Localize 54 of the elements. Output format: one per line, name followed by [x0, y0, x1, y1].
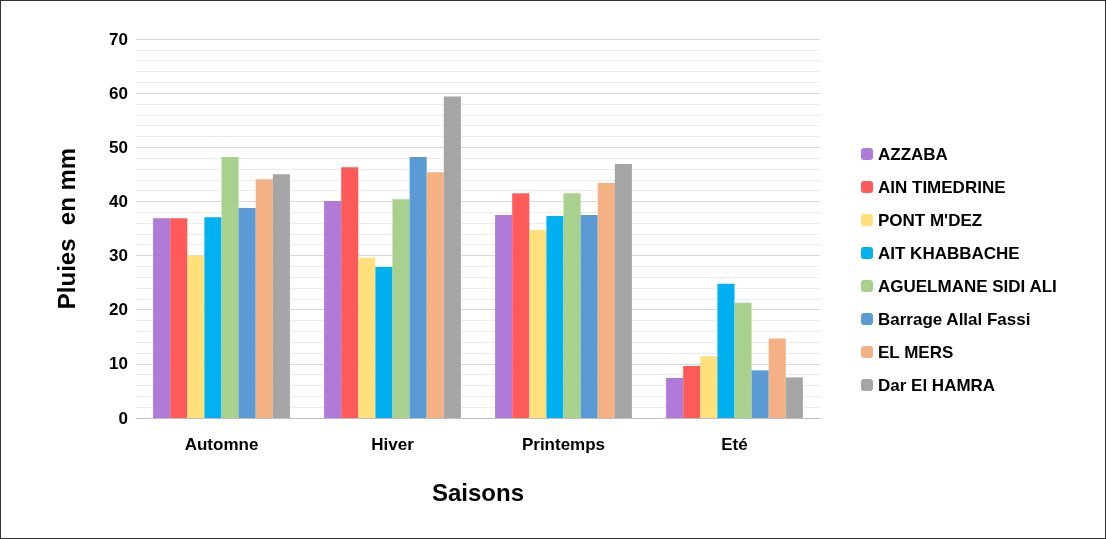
- bar: [666, 377, 684, 418]
- y-tick-label: 60: [109, 83, 128, 103]
- legend-label: PONT M'DEZ: [878, 210, 983, 230]
- y-tick-label: 50: [109, 137, 128, 157]
- bar: [597, 183, 615, 418]
- bar: [375, 266, 393, 418]
- bar: [683, 366, 701, 418]
- legend-label: Dar El HAMRA: [878, 375, 996, 395]
- bar: [546, 216, 564, 418]
- bar: [700, 356, 718, 418]
- bar: [341, 167, 359, 418]
- bar: [255, 179, 273, 418]
- bar: [170, 218, 188, 418]
- bar: [426, 172, 444, 418]
- bar: [785, 377, 803, 418]
- bar: [580, 214, 598, 418]
- y-tick-label: 20: [109, 300, 128, 320]
- bar: [221, 157, 239, 418]
- bar: [734, 302, 752, 418]
- bar: [512, 193, 530, 418]
- y-tick-label: 40: [109, 191, 128, 211]
- x-axis-title: Saisons: [431, 478, 525, 506]
- y-axis-title: Pluies en mm: [52, 147, 80, 310]
- y-tick-label: 0: [118, 408, 128, 428]
- bar: [187, 255, 205, 418]
- bar: [153, 218, 171, 418]
- legend-label: Barrage Allal Fassi: [878, 309, 1031, 329]
- legend-label: AIN TIMEDRINE: [878, 177, 1006, 197]
- bar: [563, 193, 581, 418]
- legend-label: AZZABA: [878, 144, 948, 164]
- x-tick-label: Eté: [721, 435, 748, 454]
- legend-label: AGUELMANE SIDI ALI: [878, 276, 1057, 296]
- legend-label: EL MERS: [878, 342, 954, 362]
- y-tick-label: 10: [109, 354, 128, 374]
- y-tick-label: 30: [109, 246, 128, 266]
- bar: [238, 207, 256, 418]
- legend-label: AIT KHABBACHE: [878, 243, 1020, 263]
- bar: [529, 230, 547, 418]
- x-tick-label: Automne: [184, 435, 259, 454]
- bar: [443, 96, 461, 418]
- bar: [358, 257, 376, 418]
- y-tick-label: 70: [109, 29, 128, 49]
- bar: [751, 370, 769, 418]
- bar: [324, 200, 342, 418]
- x-tick-label: Hiver: [371, 435, 415, 454]
- bar: [409, 157, 427, 418]
- bar: [717, 283, 735, 418]
- x-tick-label: Printemps: [521, 435, 606, 454]
- bar: [204, 217, 222, 418]
- bar: [272, 174, 290, 418]
- bar: [614, 164, 632, 418]
- bar: [392, 199, 410, 418]
- bar: [768, 338, 786, 418]
- bar: [495, 214, 513, 418]
